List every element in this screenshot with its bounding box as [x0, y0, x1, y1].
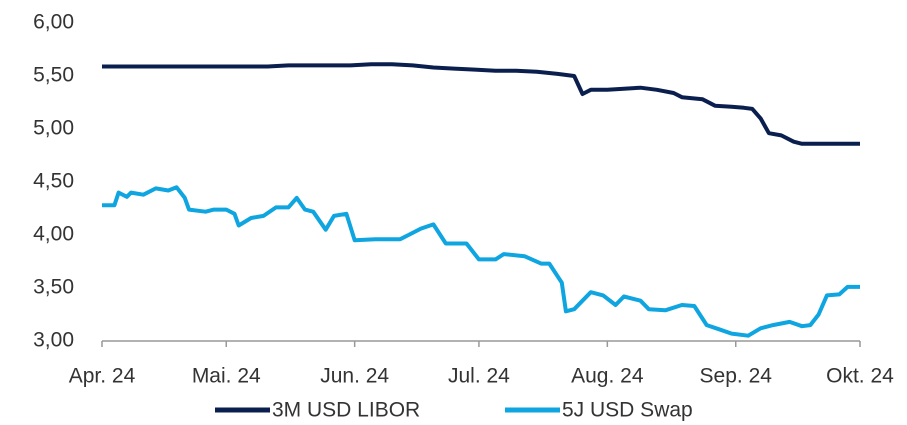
x-tick-label: Sep. 24 [700, 365, 773, 388]
y-tick-label: 3,00 [33, 329, 74, 352]
y-tick-label: 4,00 [33, 223, 74, 246]
y-tick-label: 6,00 [33, 11, 74, 34]
x-tick-label: Apr. 24 [69, 365, 136, 388]
y-tick-label: 4,50 [33, 170, 74, 193]
legend-label: 3M USD LIBOR [272, 399, 420, 422]
x-tick-label: Jun. 24 [320, 365, 389, 388]
line-series [102, 185, 860, 338]
y-tick-label: 5,00 [33, 117, 74, 140]
legend-label: 5J USD Swap [562, 399, 693, 422]
x-tick-label: Jul. 24 [448, 365, 510, 388]
y-tick-label: 5,50 [33, 64, 74, 87]
line-series [102, 62, 860, 146]
x-tick-label: Okt. 24 [826, 365, 894, 388]
y-tick-label: 3,50 [33, 276, 74, 299]
x-tick-label: Mai. 24 [192, 365, 261, 388]
x-tick-label: Aug. 24 [571, 365, 644, 388]
